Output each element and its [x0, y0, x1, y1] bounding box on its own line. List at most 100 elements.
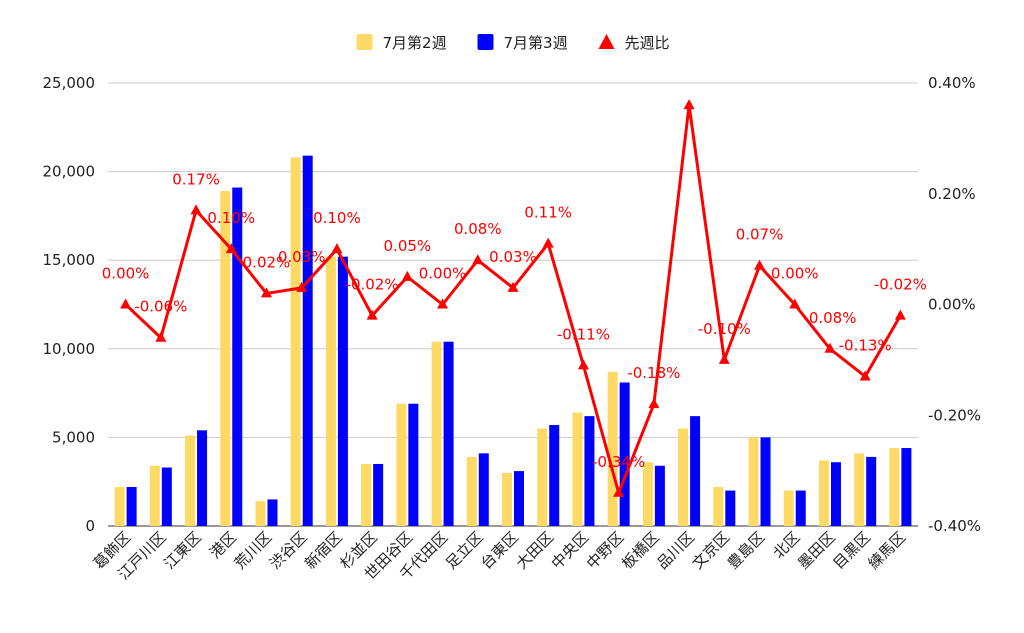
x-tick-label: 台東区	[477, 528, 522, 573]
y-right-tick-label: 0.20%	[928, 185, 976, 203]
y-right-tick-label: -0.40%	[928, 517, 981, 535]
data-label: 0.10%	[313, 209, 361, 227]
bar	[185, 435, 196, 526]
x-tick-label: 墨田区	[794, 528, 839, 573]
bar	[830, 462, 841, 526]
bar	[725, 490, 736, 526]
triangle-marker	[366, 309, 378, 320]
legend-label: 7月第2週	[383, 34, 447, 52]
x-tick-label: 荒川区	[231, 528, 276, 573]
bar	[302, 155, 313, 527]
bar	[161, 467, 172, 526]
x-tick-label: 豊島区	[724, 528, 769, 573]
triangle-marker	[472, 254, 484, 265]
bar	[114, 487, 125, 526]
triangle-marker	[155, 331, 167, 342]
data-label: -0.02%	[874, 276, 927, 294]
triangle-marker	[331, 243, 343, 254]
data-labels: 0.00%-0.06%0.17%0.10%0.02%0.03%0.10%-0.0…	[102, 170, 927, 470]
x-tick-label: 品川区	[653, 528, 698, 573]
data-label: 0.08%	[454, 220, 502, 238]
bar	[678, 428, 689, 526]
triangle-marker	[260, 287, 272, 298]
data-label: 0.07%	[736, 226, 784, 244]
triangle-marker	[683, 99, 695, 110]
bar	[408, 403, 419, 526]
bar	[572, 412, 583, 526]
legend-swatch	[356, 34, 373, 50]
data-label: -0.18%	[627, 364, 680, 382]
bar	[502, 472, 512, 526]
y-left-tick-label: 15,000	[43, 251, 96, 269]
y-right-tick-label: 0.40%	[928, 74, 976, 92]
bar	[478, 453, 489, 526]
bar	[795, 490, 806, 526]
y-left-tick-label: 10,000	[43, 340, 96, 358]
triangle-marker	[190, 204, 202, 215]
bar	[607, 371, 618, 526]
triangle-marker	[577, 359, 589, 370]
triangle-marker	[718, 353, 730, 364]
bar	[690, 416, 701, 526]
triangle-marker	[401, 270, 413, 281]
bar	[197, 430, 208, 526]
bar	[325, 256, 336, 526]
bar	[901, 448, 912, 526]
bar	[654, 465, 665, 526]
triangle-marker	[824, 342, 836, 353]
bar	[373, 463, 384, 526]
y-left-tick-label: 25,000	[43, 74, 96, 92]
data-label: 0.03%	[489, 248, 537, 266]
triangle-marker	[789, 298, 801, 309]
bar	[866, 456, 877, 526]
legend: 7月第2週 7月第3週 先週比	[356, 34, 670, 52]
bar	[619, 382, 630, 526]
bar	[232, 187, 243, 526]
legend-marker	[598, 34, 615, 49]
data-label: -0.13%	[839, 336, 892, 354]
bar	[290, 157, 301, 526]
bar	[267, 499, 278, 526]
data-label: 0.17%	[172, 170, 220, 188]
x-tick-label: 新宿区	[301, 528, 346, 573]
y-left-tick-label: 5,000	[52, 428, 95, 446]
data-label: 0.03%	[278, 248, 326, 266]
bar	[748, 437, 759, 526]
bar	[713, 487, 724, 526]
x-tick-label: 練馬区	[865, 528, 910, 573]
data-label: 0.00%	[419, 265, 467, 283]
bar	[126, 487, 137, 526]
triangle-marker	[120, 298, 132, 309]
bar	[889, 448, 900, 526]
triangle-marker	[437, 298, 449, 309]
x-tick-label: 大田区	[512, 528, 557, 573]
data-label: -0.10%	[698, 320, 751, 338]
bar	[537, 428, 548, 526]
triangle-marker	[894, 309, 906, 320]
bar	[854, 453, 865, 526]
x-tick-label: 中央区	[548, 528, 593, 573]
bar	[396, 403, 407, 526]
bar	[220, 191, 231, 527]
x-tick-label: 足立区	[442, 528, 487, 573]
bar	[783, 490, 794, 526]
triangle-marker	[754, 259, 766, 270]
data-label: -0.02%	[346, 276, 399, 294]
x-tick-label: 目黒区	[829, 528, 874, 573]
x-tick-label: 文京区	[689, 528, 734, 573]
legend-label: 先週比	[625, 34, 670, 52]
data-label: -0.11%	[557, 325, 610, 343]
y-left-tick-label: 20,000	[43, 163, 96, 181]
bar	[149, 465, 160, 526]
bar	[760, 437, 771, 526]
data-label: 0.05%	[384, 237, 432, 255]
bar	[337, 256, 348, 526]
bar	[549, 424, 560, 526]
x-tick-label: 中野区	[583, 528, 628, 573]
bar	[514, 471, 524, 526]
gridlines	[108, 82, 918, 527]
y-right-tick-label: 0.00%	[928, 296, 976, 314]
triangle-marker	[296, 281, 308, 292]
